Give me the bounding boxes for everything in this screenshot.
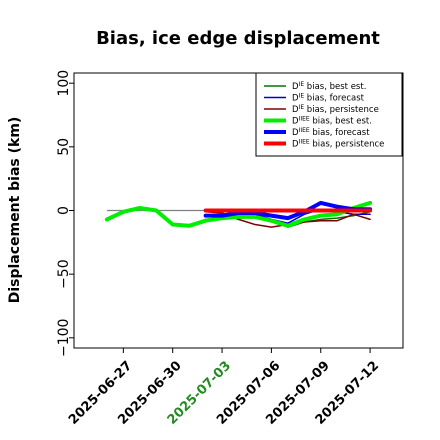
y-tick-label: 50	[56, 138, 72, 156]
legend-label-5: DIIEE bias, persistence	[292, 139, 384, 150]
chart-title: Bias, ice edge displacement	[96, 28, 380, 49]
y-tick-label: −50	[56, 259, 72, 289]
legend-label-0: DIE bias, best est.	[292, 81, 366, 92]
series-line-3	[104, 200, 373, 228]
series-line-4	[203, 200, 373, 221]
legend-label-4: DIIEE bias, forecast	[292, 127, 370, 138]
legend-label-2: DIE bias, persistence	[292, 104, 379, 115]
y-tick-label: 100	[56, 70, 72, 97]
series-layer	[104, 200, 373, 228]
legend-label-1: DIE bias, forecast	[292, 93, 365, 104]
legend: DIE bias, best est.DIE bias, forecastDIE…	[255, 72, 403, 157]
y-axis-label: Displacement bias (km)	[7, 117, 23, 304]
y-tick-label: −100	[56, 319, 72, 357]
legend-label-3: DIIEE bias, best est.	[292, 116, 372, 127]
y-tick-label: 0	[56, 206, 72, 215]
